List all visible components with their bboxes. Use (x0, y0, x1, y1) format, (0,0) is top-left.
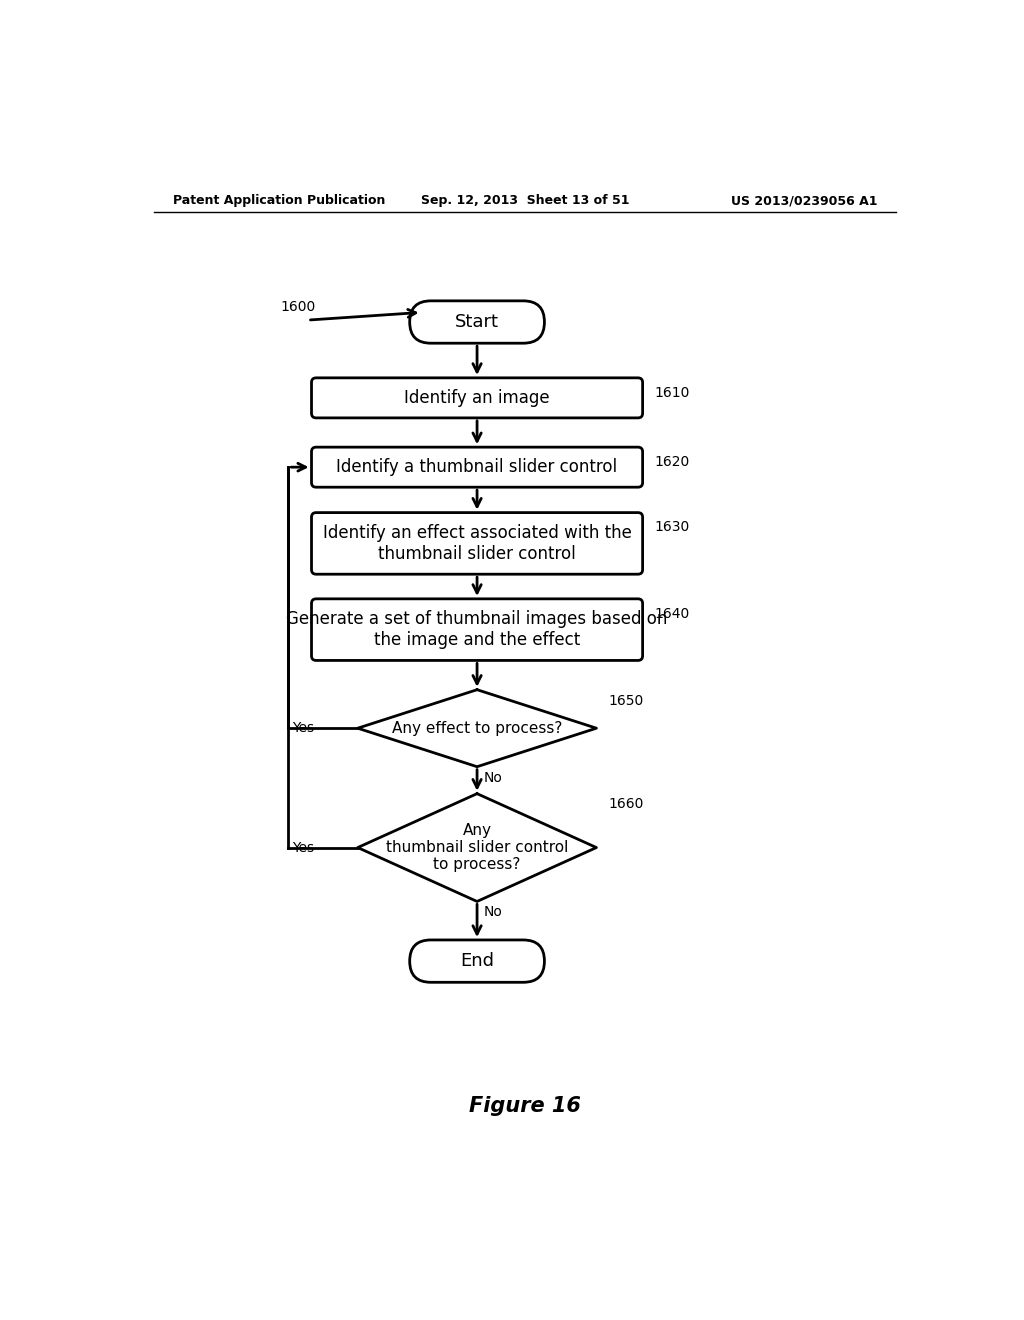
Text: Generate a set of thumbnail images based on
the image and the effect: Generate a set of thumbnail images based… (287, 610, 668, 649)
Text: Any effect to process?: Any effect to process? (392, 721, 562, 735)
Text: Figure 16: Figure 16 (469, 1096, 581, 1115)
Text: 1610: 1610 (654, 385, 689, 400)
FancyBboxPatch shape (410, 301, 545, 343)
Text: Any
thumbnail slider control
to process?: Any thumbnail slider control to process? (386, 822, 568, 873)
Text: Identify an effect associated with the
thumbnail slider control: Identify an effect associated with the t… (323, 524, 632, 562)
Text: 1630: 1630 (654, 520, 689, 535)
FancyBboxPatch shape (311, 512, 643, 574)
FancyBboxPatch shape (311, 599, 643, 660)
Text: No: No (483, 771, 502, 784)
Polygon shape (357, 689, 596, 767)
Text: Sep. 12, 2013  Sheet 13 of 51: Sep. 12, 2013 Sheet 13 of 51 (421, 194, 629, 207)
FancyBboxPatch shape (311, 378, 643, 418)
Text: Start: Start (455, 313, 499, 331)
Text: Yes: Yes (292, 841, 314, 854)
Text: 1640: 1640 (654, 607, 689, 620)
FancyBboxPatch shape (311, 447, 643, 487)
Text: 1660: 1660 (608, 797, 643, 812)
Text: End: End (460, 952, 494, 970)
Text: Patent Application Publication: Patent Application Publication (173, 194, 385, 207)
Text: 1600: 1600 (281, 300, 316, 314)
Polygon shape (357, 793, 596, 902)
Text: Identify a thumbnail slider control: Identify a thumbnail slider control (337, 458, 617, 477)
Text: Identify an image: Identify an image (404, 389, 550, 407)
FancyBboxPatch shape (410, 940, 545, 982)
Text: 1650: 1650 (608, 693, 643, 708)
Text: 1620: 1620 (654, 455, 689, 469)
Text: No: No (483, 906, 502, 919)
Text: US 2013/0239056 A1: US 2013/0239056 A1 (731, 194, 878, 207)
Text: Yes: Yes (292, 721, 314, 735)
